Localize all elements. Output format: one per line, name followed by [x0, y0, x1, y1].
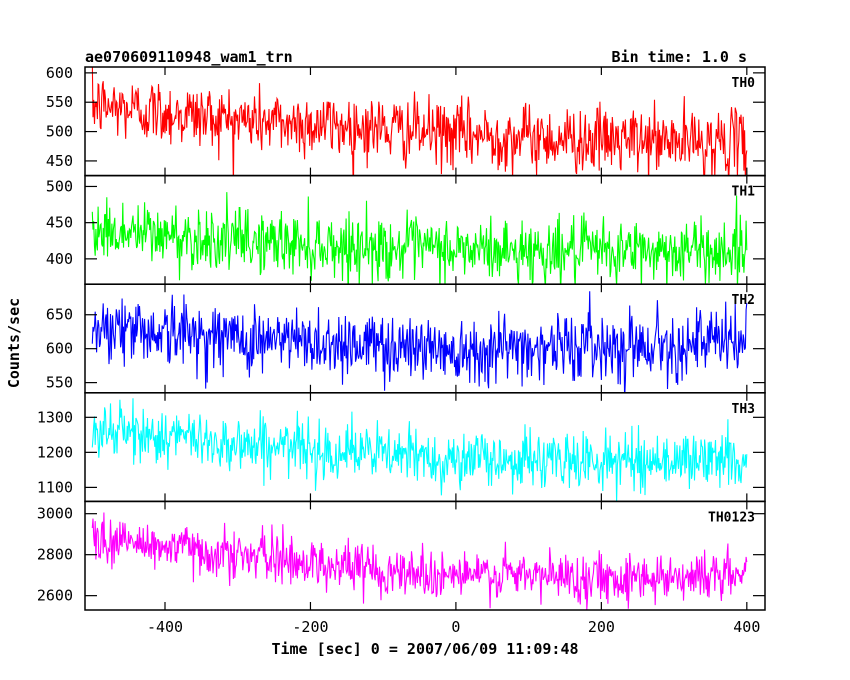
panel-label-th0123: TH0123: [708, 510, 755, 525]
series-line-th3: [91, 398, 748, 502]
series-line-th0: [91, 67, 748, 176]
x-axis-label: Time [sec] 0 = 2007/06/09 11:09:48: [271, 640, 578, 658]
y-tick-label: 500: [46, 123, 73, 141]
panel-th1: 400 450 500 TH1: [46, 174, 766, 285]
y-tick-label: 500: [46, 177, 73, 195]
x-tick-label: 400: [733, 618, 760, 636]
panel-label-th1: TH1: [732, 185, 756, 200]
panel-label-th2: TH2: [732, 293, 755, 308]
x-tick-label: 0: [451, 618, 460, 636]
x-tick-label: 200: [588, 618, 615, 636]
y-axis-label: Counts/sec: [5, 298, 23, 388]
y-tick-label: 450: [46, 214, 73, 232]
y-tick-label: 400: [46, 250, 73, 268]
y-tick-label: 600: [46, 64, 73, 82]
chart-title: ae070609110948_wam1_trn: [85, 48, 293, 66]
panel-label-th0: TH0: [732, 76, 756, 91]
panel-th0123: 2600 2800 3000 TH0123: [37, 500, 766, 611]
panel-frame: [84, 500, 766, 611]
series-line-th0123: [91, 512, 748, 610]
x-tick-label: -200: [292, 618, 328, 636]
y-tick-label: 3000: [37, 505, 73, 523]
x-axis: -400 -200 0 200 400: [147, 618, 760, 636]
y-tick-label: 1100: [37, 478, 73, 496]
bin-time-label: Bin time: 1.0 s: [612, 48, 747, 66]
series-line-th2: [91, 291, 748, 393]
panel-frame: [84, 392, 766, 503]
y-tick-label: 550: [46, 374, 73, 392]
y-tick-label: 2800: [37, 546, 73, 564]
y-tick-label: 2600: [37, 587, 73, 605]
panel-label-th3: TH3: [732, 402, 755, 417]
x-tick-label: -400: [147, 618, 183, 636]
panel-th2: 550 600 650 TH2: [46, 283, 766, 394]
y-tick-label: 450: [46, 152, 73, 170]
series-line-th1: [91, 192, 748, 285]
panels-group: 450 500 550 600 TH0 400 450 500 TH1 550 600 650 TH2 1…: [37, 64, 766, 611]
y-tick-label: 600: [46, 340, 73, 358]
y-tick-label: 1200: [37, 443, 73, 461]
y-tick-label: 550: [46, 93, 73, 111]
y-tick-label: 650: [46, 306, 73, 324]
y-tick-label: 1300: [37, 408, 73, 426]
panel-frame: [84, 174, 766, 285]
panel-th3: 1100 1200 1300 TH3: [37, 392, 766, 503]
